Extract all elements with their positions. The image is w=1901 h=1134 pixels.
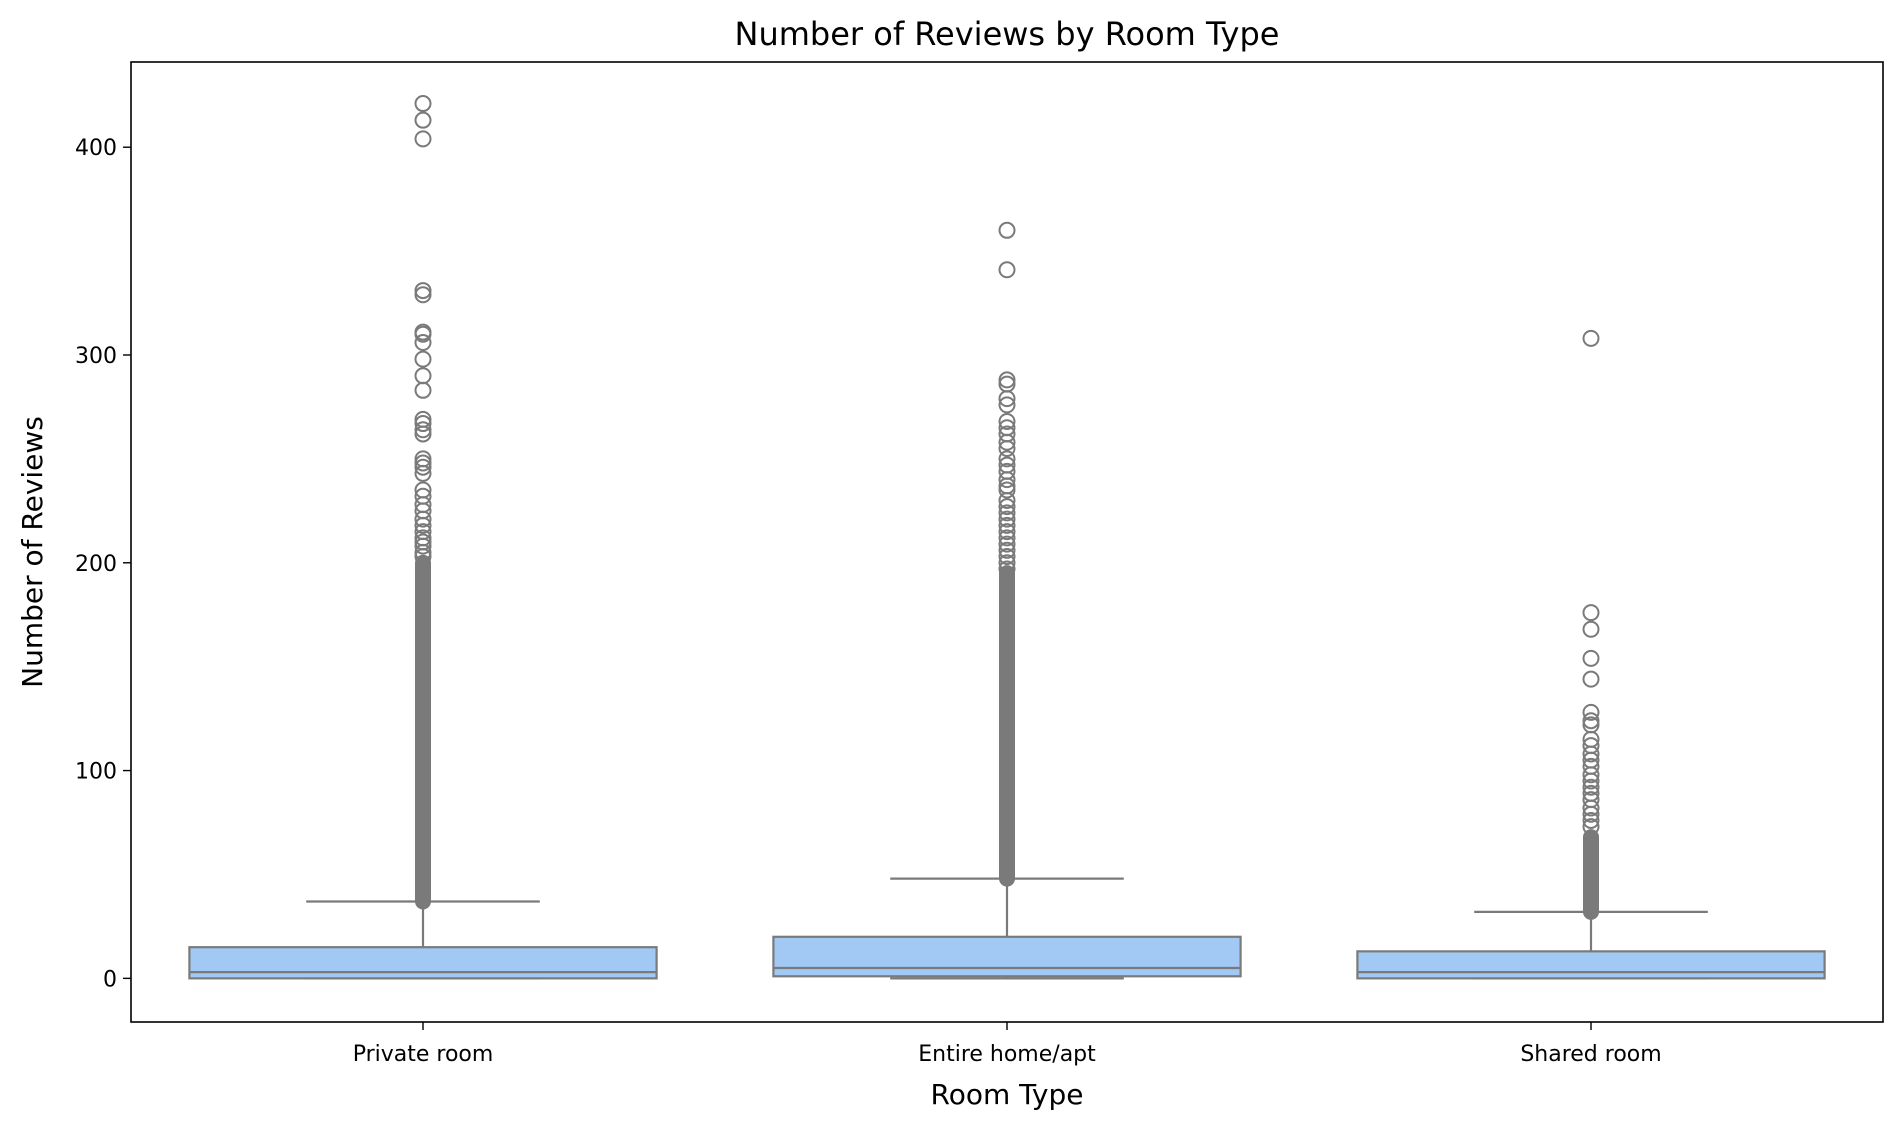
outlier-point xyxy=(998,516,1016,534)
outlier-point xyxy=(414,130,432,148)
outlier-point xyxy=(998,450,1016,468)
outlier-point xyxy=(1582,670,1600,688)
outlier-point xyxy=(414,111,432,129)
outlier-point xyxy=(998,221,1016,239)
outlier-point xyxy=(1582,799,1600,817)
outlier-point xyxy=(1582,745,1600,763)
outlier-point xyxy=(1582,805,1600,823)
outlier-point xyxy=(414,95,432,113)
x-tick-label: Shared room xyxy=(1520,1042,1661,1067)
y-axis-label: Number of Reviews xyxy=(16,416,49,688)
outlier-point xyxy=(998,498,1016,516)
outlier-point xyxy=(1582,712,1600,730)
outlier-point xyxy=(414,325,432,343)
chart-title: Number of Reviews by Room Type xyxy=(735,15,1280,53)
y-tick-label: 400 xyxy=(75,136,117,161)
outlier-point xyxy=(414,415,432,433)
outlier-point xyxy=(1582,329,1600,347)
outlier-point xyxy=(998,433,1016,451)
outlier-point xyxy=(414,282,432,300)
outlier-point xyxy=(998,396,1016,414)
outlier-point xyxy=(998,390,1016,408)
outlier-point xyxy=(1582,766,1600,784)
outlier-point xyxy=(414,425,432,443)
plot-area: 0 100 200 300 400 Private room Entire home/apt… xyxy=(75,61,1884,1067)
outlier-point xyxy=(998,529,1016,547)
outlier-point xyxy=(998,535,1016,553)
outlier-point xyxy=(1582,811,1600,829)
y-tick-label: 100 xyxy=(75,760,117,785)
outlier-point xyxy=(1582,620,1600,638)
outlier-point xyxy=(998,471,1016,489)
outlier-point xyxy=(998,548,1016,566)
outlier-point xyxy=(998,371,1016,389)
outlier-point xyxy=(1582,778,1600,796)
box xyxy=(188,946,658,980)
outlier-point xyxy=(414,381,432,399)
outlier-point xyxy=(998,560,1016,578)
x-axis-label: Room Type xyxy=(931,1078,1084,1111)
outlier-point xyxy=(1582,818,1600,836)
outlier-point xyxy=(998,554,1016,572)
outlier-point xyxy=(998,261,1016,279)
outlier-point xyxy=(998,439,1016,457)
y-tick-label: 200 xyxy=(75,552,117,577)
outlier-point xyxy=(414,454,432,472)
outlier-point xyxy=(414,367,432,385)
outlier-point xyxy=(414,421,432,439)
outlier-point xyxy=(414,350,432,368)
outlier-point xyxy=(998,504,1016,522)
outlier-point xyxy=(414,286,432,304)
box xyxy=(772,935,1242,978)
outlier-point xyxy=(414,458,432,476)
outlier-point xyxy=(998,491,1016,509)
outlier-point xyxy=(1582,772,1600,790)
outlier-point xyxy=(998,412,1016,430)
outlier-point xyxy=(998,510,1016,528)
outlier-point xyxy=(414,537,432,555)
outlier-point xyxy=(1582,649,1600,667)
outlier-point xyxy=(414,548,432,566)
outlier-point xyxy=(414,516,432,534)
outlier-point xyxy=(414,543,432,561)
x-tick-label: Entire home/apt xyxy=(918,1042,1096,1067)
outlier-point xyxy=(998,481,1016,499)
y-tick-label: 0 xyxy=(103,967,117,992)
outlier-point xyxy=(414,464,432,482)
x-tick-label: Private room xyxy=(353,1042,494,1067)
outlier-point xyxy=(998,541,1016,559)
outlier-point xyxy=(1582,604,1600,622)
outlier-point xyxy=(1582,703,1600,721)
y-tick-label: 300 xyxy=(75,344,117,369)
outlier-point xyxy=(998,523,1016,541)
outlier-point xyxy=(414,510,432,528)
box xyxy=(1356,950,1826,980)
outlier-point xyxy=(414,334,432,352)
